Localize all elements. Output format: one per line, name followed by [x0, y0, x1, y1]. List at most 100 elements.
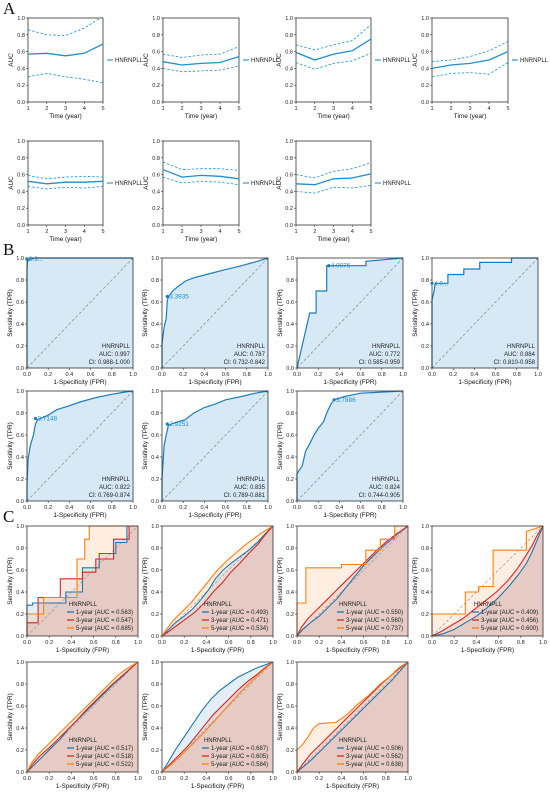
roc-curve-5-year	[296, 525, 408, 636]
y-tick-label: 0.0	[152, 223, 160, 229]
y-axis-label: AUC	[412, 53, 419, 67]
roc-curve-1-year	[26, 661, 139, 773]
legend-entry: 1-year (AUC = 0.493)	[211, 610, 268, 616]
x-tick-label: 0.6	[357, 372, 365, 378]
y-axis-label: Sensitivity (TPR)	[142, 289, 149, 337]
y-tick-label: 0.2	[421, 344, 429, 350]
x-tick-label: 3	[332, 106, 335, 112]
y-tick-label: 0.4	[286, 726, 294, 732]
legend-entry: 5-year (AUC = 0.584)	[211, 762, 268, 768]
x-tick-label: 0.4	[203, 776, 211, 782]
x-tick-label: 0.4	[201, 505, 209, 511]
y-tick-label: 1.0	[285, 16, 293, 22]
x-tick-label: 4	[83, 229, 86, 235]
y-tick-label: 0.4	[285, 66, 293, 72]
y-tick-label: 0.6	[16, 300, 24, 306]
y-axis-label: Sensitivity (TPR)	[7, 693, 14, 741]
x-tick-label: 0.6	[495, 640, 503, 646]
x-tick-label: 0.2	[314, 505, 322, 511]
x-tick-label: 0.4	[471, 372, 479, 378]
cutoff-label: 4.0076	[331, 263, 351, 270]
x-tick-label: 0.0	[158, 372, 166, 378]
x-axis-label: Time (year)	[317, 113, 349, 120]
y-tick-label: 1.0	[151, 389, 159, 395]
time-roc-plot-7: 0.0 0.2 0.4 0.6 0.8 1.0 0.0 0.2 0.4 0.6 0.8 1.0 1-Sp…	[277, 660, 412, 790]
x-tick-label: 0.4	[338, 640, 346, 646]
x-tick-label: 0.0	[428, 640, 436, 646]
x-tick-label: 0.6	[225, 640, 233, 646]
y-tick-label: 0.4	[151, 322, 159, 328]
roc-curve-5-year	[26, 661, 139, 773]
marker-name: HNRNPLL	[237, 477, 266, 483]
y-tick-label: 0.8	[421, 33, 429, 39]
ci-text: CI: 0.769-0.874	[89, 493, 131, 499]
marker-name: HNRNPLL	[237, 344, 266, 350]
legend-entry: 3-year (AUC = 0.456)	[481, 618, 538, 624]
plot-frame	[296, 661, 409, 773]
y-tick-label: 1.0	[16, 660, 24, 666]
x-tick-label: 1	[294, 229, 297, 235]
y-tick-label: 0.2	[285, 83, 293, 89]
legend-entry: 5-year (AUC = 0.737)	[346, 626, 403, 632]
panel-label-b: B	[3, 240, 14, 259]
legend-entry: 1-year (AUC = 0.687)	[211, 746, 268, 752]
auc-lines	[163, 46, 239, 73]
x-tick-label: 1.0	[129, 505, 137, 511]
roc-curve-1-year	[161, 661, 274, 773]
y-tick-label: 0.4	[152, 189, 160, 195]
roc-curve	[296, 257, 404, 369]
y-tick-label: 1.0	[151, 524, 159, 530]
x-tick-label: 0.4	[473, 640, 481, 646]
auc-plot-7: 0.0 0.2 0.4 0.6 0.8 1.0 1 2 3 4 5 Time (year) AUC HNR…	[276, 139, 412, 243]
x-axis-label: 1-Specificity (FPR)	[461, 647, 514, 654]
x-tick-label: 0.8	[382, 640, 390, 646]
y-tick-label: 0.6	[151, 433, 159, 439]
roc-curve-3-year	[26, 661, 139, 773]
legend-entry: 5-year (AUC = 0.600)	[481, 626, 538, 632]
x-axis-label: 1-Specificity (FPR)	[191, 647, 244, 654]
plot-frame	[26, 661, 139, 773]
y-tick-label: 1.0	[152, 16, 160, 22]
legend-entry: 5-year (AUC = 0.685)	[76, 626, 133, 632]
lower-ci-line	[163, 65, 239, 73]
y-tick-label: 0.2	[286, 612, 294, 618]
y-tick-label: 1.0	[421, 16, 429, 22]
roc-curve-3-year	[296, 525, 409, 637]
y-tick-label: 0.2	[17, 206, 25, 212]
x-tick-label: 0.2	[179, 505, 187, 511]
roc-curve-1-year	[431, 525, 544, 637]
y-tick-label: 0.0	[16, 499, 24, 505]
cutoff-label: 3.7148	[37, 416, 57, 423]
y-tick-label: 0.6	[421, 50, 429, 56]
x-tick-label: 0.0	[293, 372, 301, 378]
auc-line	[28, 43, 103, 57]
marker-name: HNRNPLL	[102, 477, 131, 483]
y-tick-label: 1.0	[16, 524, 24, 530]
y-tick-label: 0.6	[151, 568, 159, 574]
x-tick-label: 5	[506, 106, 509, 112]
reference-diagonal	[431, 525, 544, 637]
y-tick-label: 0.2	[16, 344, 24, 350]
y-axis-label: Sensitivity (TPR)	[142, 422, 149, 470]
y-tick-label: 0.0	[286, 634, 294, 640]
plot-frame	[161, 390, 269, 502]
y-tick-label: 0.6	[151, 704, 159, 710]
y-tick-label: 0.0	[151, 366, 159, 372]
x-tick-label: 5	[369, 229, 372, 235]
x-tick-label: 1.0	[269, 776, 277, 782]
x-tick-label: 0.8	[517, 640, 525, 646]
x-tick-label: 4	[487, 106, 490, 112]
y-tick-label: 0.0	[151, 634, 159, 640]
auc-lines	[163, 161, 239, 186]
lower-ci-line	[296, 52, 371, 70]
y-tick-label: 0.4	[151, 455, 159, 461]
x-tick-label: 0.0	[23, 640, 31, 646]
roc-curve-3-year	[161, 525, 274, 637]
y-tick-label: 0.0	[421, 634, 429, 640]
y-tick-label: 0.0	[285, 223, 293, 229]
y-tick-label: 0.2	[286, 748, 294, 754]
roc-curve	[26, 390, 134, 501]
legend-entry: 1-year (AUC = 0.563)	[76, 610, 133, 616]
y-tick-label: 0.2	[16, 748, 24, 754]
